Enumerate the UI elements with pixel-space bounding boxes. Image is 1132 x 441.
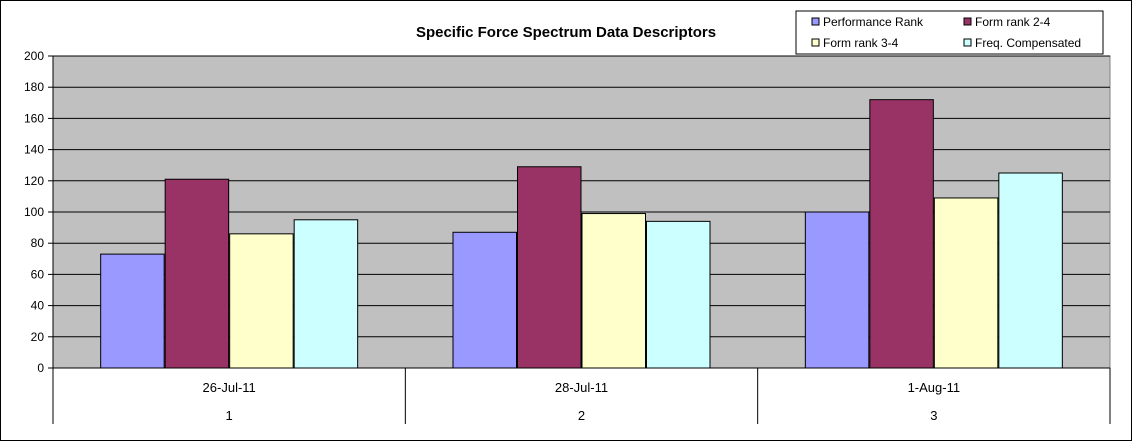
y-tick-label: 0	[37, 361, 44, 375]
legend-swatch	[963, 38, 972, 47]
bar	[452, 231, 517, 369]
legend-swatch	[963, 17, 972, 26]
y-tick-label: 40	[31, 299, 45, 313]
bar	[869, 99, 934, 369]
legend-label: Freq. Compensated	[975, 36, 1081, 50]
y-tick-label: 60	[31, 267, 45, 281]
bar	[164, 178, 230, 369]
bar	[998, 172, 1063, 369]
x-category-index-label: 2	[578, 408, 585, 423]
bar	[293, 219, 359, 369]
bar	[804, 211, 870, 369]
y-tick-label: 120	[24, 174, 44, 188]
y-tick-label: 180	[24, 80, 44, 94]
bar	[581, 213, 646, 369]
x-category-date-label: 26-Jul-11	[203, 380, 256, 395]
bar	[646, 220, 711, 369]
x-category-date-label: 1-Aug-11	[908, 380, 961, 395]
plot-area: 0 20 40 60 80 100 120 140 160 180 200 26-Jul-11 1 28-…	[24, 49, 1111, 424]
y-tick-label: 140	[24, 143, 44, 157]
bar	[517, 166, 582, 369]
legend-swatch	[811, 38, 820, 47]
legend-label: Form rank 3-4	[823, 36, 899, 50]
x-category-date-label: 28-Jul-11	[555, 380, 608, 395]
legend-box	[795, 10, 1104, 55]
y-tick-label: 80	[31, 236, 45, 250]
x-category-index-label: 3	[930, 408, 937, 423]
chart-title: Specific Force Spectrum Data Descriptors	[416, 24, 716, 41]
bar	[933, 197, 999, 369]
legend-swatch	[811, 17, 820, 26]
y-tick-label: 200	[24, 49, 44, 63]
legend-label: Form rank 2-4	[975, 15, 1051, 29]
x-category-index-label: 1	[226, 408, 233, 423]
y-tick-label: 100	[24, 205, 44, 219]
y-tick-label: 20	[31, 330, 45, 344]
y-tick-label: 160	[24, 111, 44, 125]
bar	[100, 253, 165, 369]
legend: Performance Rank Form rank 2-4 Form rank 3…	[795, 10, 1104, 55]
legend-label: Performance Rank	[823, 15, 924, 29]
bar	[229, 233, 294, 369]
